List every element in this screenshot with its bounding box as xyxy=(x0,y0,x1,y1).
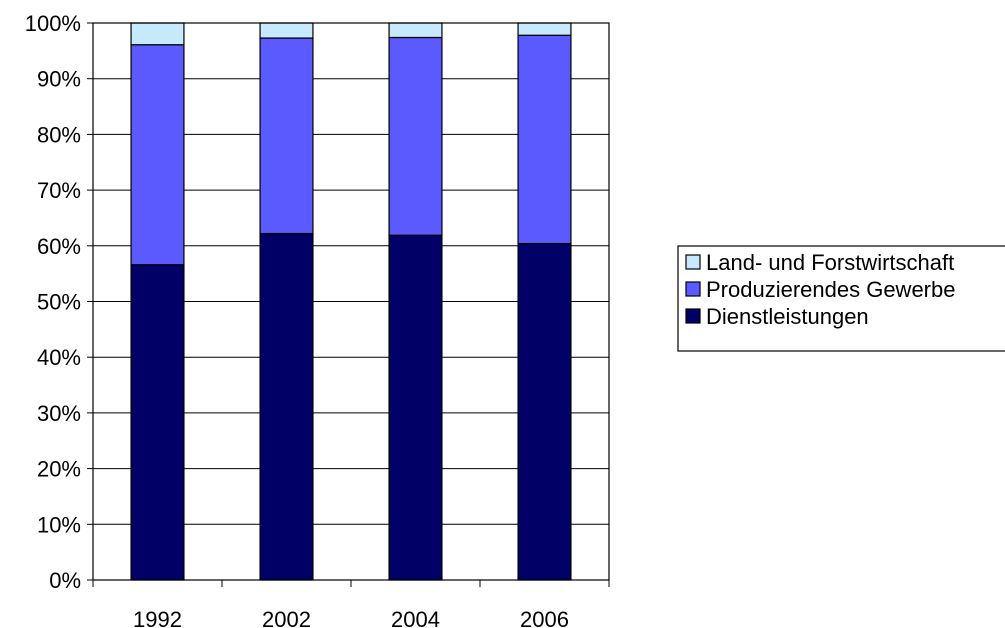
y-tick-label: 10% xyxy=(37,512,81,537)
bar-segment xyxy=(130,44,185,266)
y-tick-label: 100% xyxy=(25,11,81,36)
bar-segment xyxy=(517,242,572,581)
legend-swatch xyxy=(685,281,701,297)
legend-swatch xyxy=(685,308,701,324)
y-tick-label: 90% xyxy=(37,67,81,92)
bars xyxy=(130,22,572,581)
x-tick-label: 2004 xyxy=(391,607,440,628)
legend-label: Produzierendes Gewerbe xyxy=(706,277,955,302)
y-tick-label: 40% xyxy=(37,345,81,370)
y-tick-label: 50% xyxy=(37,290,81,315)
x-tick-label: 2006 xyxy=(520,607,569,628)
bar-segment xyxy=(259,232,314,581)
bar-segment xyxy=(130,22,185,46)
bar-segment xyxy=(388,36,443,236)
y-axis: 0% 10% 20% 30% 40% 50% 60% 70% 80% 90% 100% xyxy=(25,11,93,593)
bar-segment xyxy=(130,264,185,581)
bar-segment xyxy=(517,34,572,245)
bar-segment xyxy=(388,234,443,581)
y-tick-label: 60% xyxy=(37,234,81,259)
x-tick-label: 1992 xyxy=(133,607,182,628)
legend-box xyxy=(677,245,1005,352)
legend-label: Land- und Forstwirtschaft xyxy=(706,250,954,275)
legend-label: Dienstleistungen xyxy=(706,304,869,329)
bar-segment xyxy=(517,22,572,36)
y-tick-label: 20% xyxy=(37,457,81,482)
legend: Land- und ForstwirtschaftProduzierendes … xyxy=(677,245,1005,352)
x-axis: 1992 2002 2004 2006 xyxy=(92,580,610,628)
y-tick-label: 0% xyxy=(49,568,81,593)
bar-segment xyxy=(259,37,314,235)
bar-segment xyxy=(388,22,443,39)
y-tick-label: 30% xyxy=(37,401,81,426)
bar-segment xyxy=(259,22,314,39)
y-tick-label: 80% xyxy=(37,122,81,147)
legend-swatch xyxy=(685,254,701,270)
y-tick-label: 70% xyxy=(37,178,81,203)
x-tick-label: 2002 xyxy=(262,607,311,628)
